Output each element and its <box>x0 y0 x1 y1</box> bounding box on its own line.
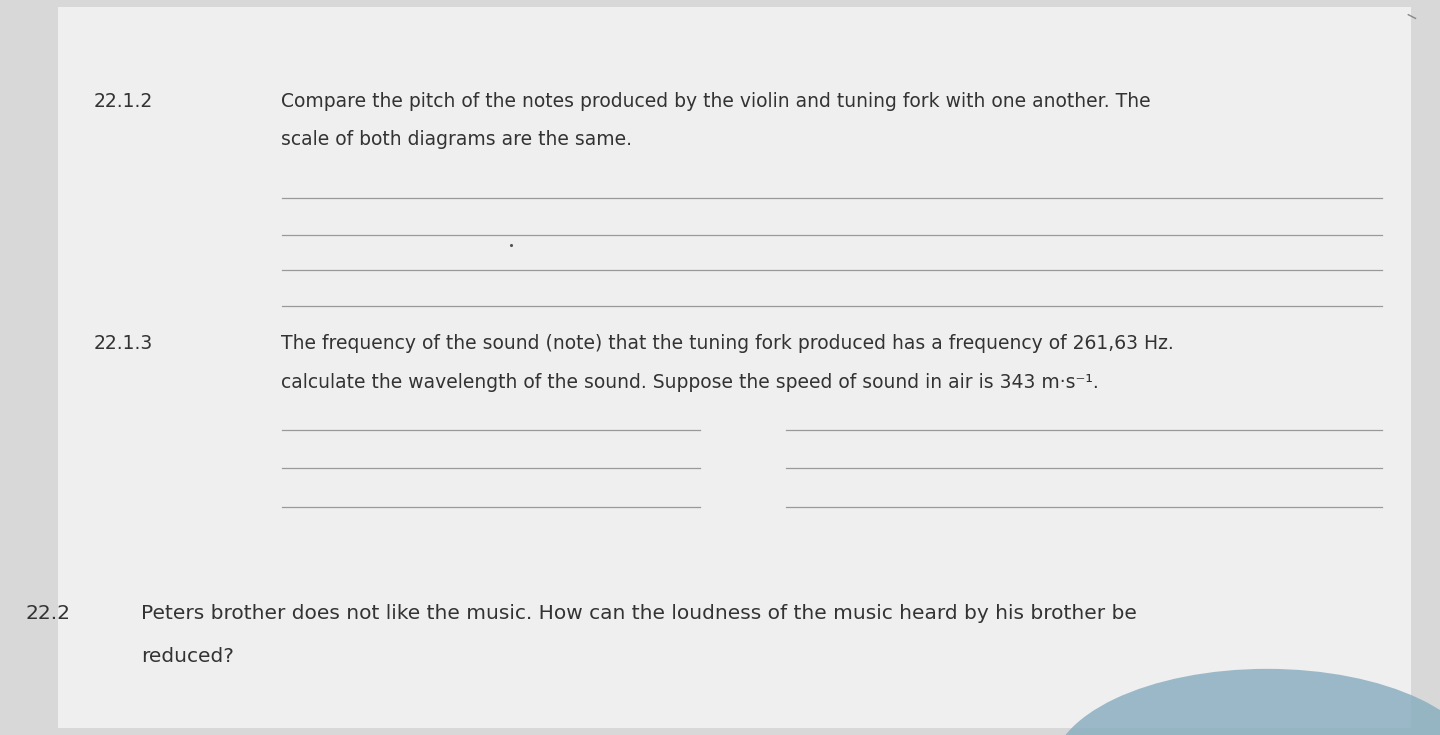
Text: The frequency of the sound (note) that the tuning fork produced has a frequency : The frequency of the sound (note) that t… <box>281 334 1174 354</box>
Text: Peters brother does not like the music. How can the loudness of the music heard : Peters brother does not like the music. … <box>141 604 1138 623</box>
Text: 22.1.3: 22.1.3 <box>94 334 153 354</box>
Text: scale of both diagrams are the same.: scale of both diagrams are the same. <box>281 130 632 149</box>
Text: calculate the wavelength of the sound. Suppose the speed of sound in air is 343 : calculate the wavelength of the sound. S… <box>281 373 1099 392</box>
Ellipse shape <box>1051 669 1440 735</box>
Text: 22.2: 22.2 <box>26 604 71 623</box>
Text: 22.1.2: 22.1.2 <box>94 92 153 111</box>
Text: Compare the pitch of the notes produced by the violin and tuning fork with one a: Compare the pitch of the notes produced … <box>281 92 1151 111</box>
Text: reduced?: reduced? <box>141 647 233 666</box>
